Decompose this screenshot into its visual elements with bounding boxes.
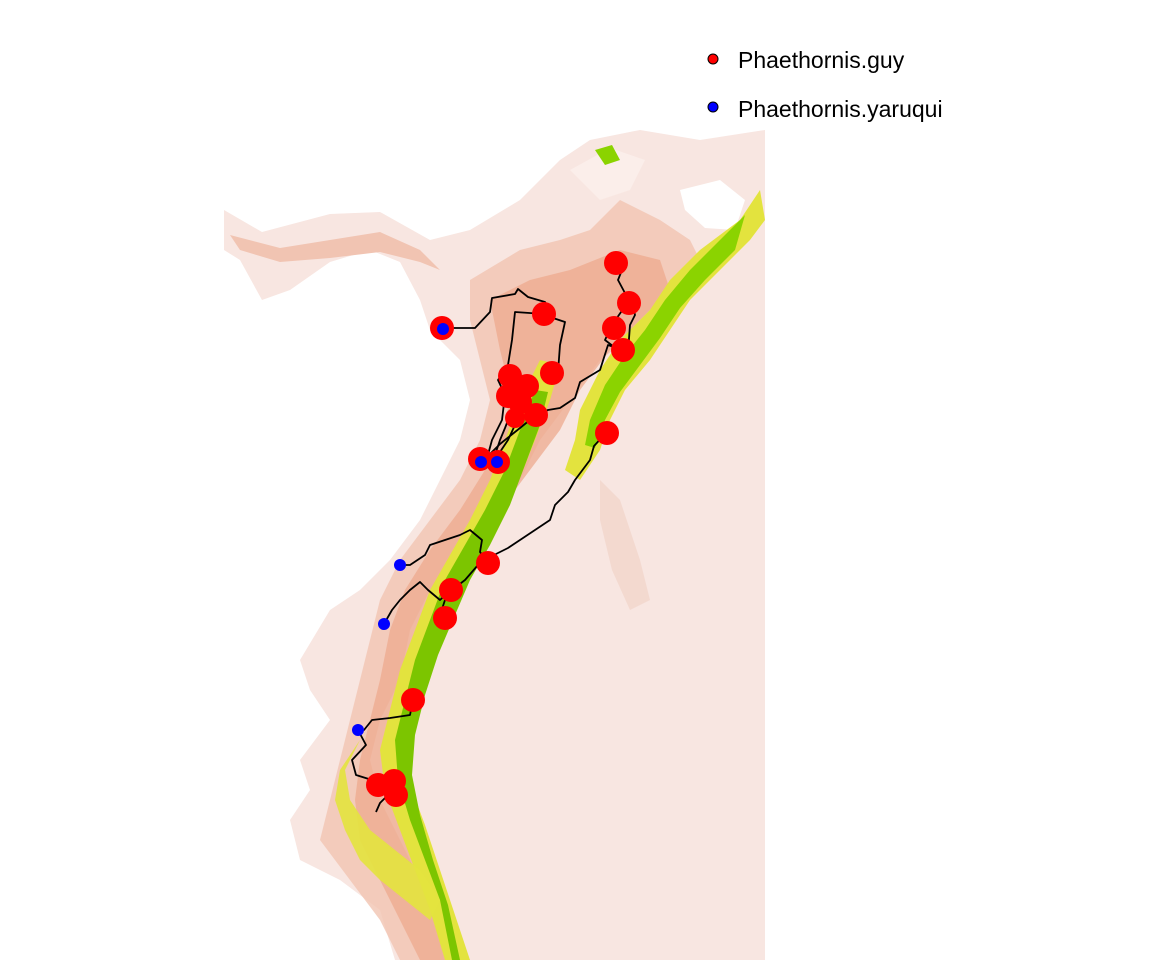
yaruqui-point (352, 724, 364, 736)
eastern-cordillera-core (585, 215, 745, 448)
guy-point (384, 783, 408, 807)
yaruqui-point (475, 456, 487, 468)
yaruqui-point (491, 456, 503, 468)
guy-point (611, 338, 635, 362)
guy-point (617, 291, 641, 315)
guy-point (532, 302, 556, 326)
lake-area (570, 148, 645, 200)
guy-point (595, 421, 619, 445)
yaruqui-point (437, 323, 449, 335)
yaruqui-point (394, 559, 406, 571)
legend-label-guy: Phaethornis.guy (738, 47, 905, 73)
guy-point (505, 408, 525, 428)
path-b (485, 311, 545, 463)
northern-peak (595, 145, 620, 165)
guy-point (540, 361, 564, 385)
legend-label-yaruqui: Phaethornis.yaruqui (738, 96, 943, 122)
guy-points (366, 251, 641, 807)
legend-marker-yaruqui (707, 101, 719, 113)
guy-point (508, 390, 532, 414)
gulf-area (680, 180, 745, 230)
central-cordillera-core (395, 390, 548, 960)
coast-bulge (600, 480, 650, 610)
elevation-raster (224, 130, 765, 960)
southern-highlands (335, 740, 440, 920)
guy-point (602, 316, 626, 340)
guy-point (401, 688, 425, 712)
legend: Phaethornis.guy Phaethornis.yaruqui (707, 47, 943, 122)
path-i (400, 529, 489, 566)
guy-point (439, 578, 463, 602)
yaruqui-points (352, 323, 503, 736)
panama-ridge (230, 232, 440, 270)
guy-point (476, 551, 500, 575)
path-j (383, 581, 452, 625)
yaruqui-point (378, 618, 390, 630)
guy-point (604, 251, 628, 275)
path-a (442, 288, 566, 373)
guy-point (524, 403, 548, 427)
guy-point (433, 606, 457, 630)
legend-marker-guy (707, 53, 719, 65)
